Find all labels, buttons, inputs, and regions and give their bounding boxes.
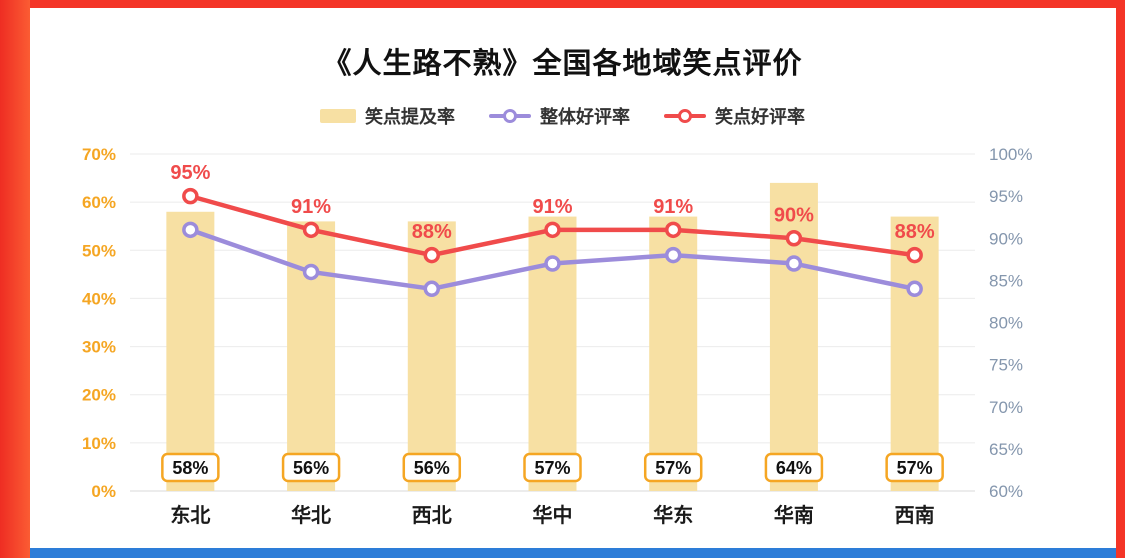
line-marker xyxy=(182,221,199,239)
red-line-swatch xyxy=(664,109,706,123)
left-accent-bar xyxy=(0,0,30,558)
bar-value-labels: 58% 56% 56% 57% 57% 64% 57% xyxy=(161,452,944,483)
left-axis-labels: 0% 10% 20% 30% 40% 50% 60% 70% xyxy=(82,145,116,501)
line-marker-dot xyxy=(503,109,517,123)
line-marker xyxy=(423,246,441,264)
x-axis-labels: 东北 华北 西北 华中 华东 华南 西南 xyxy=(170,503,934,527)
svg-text:95%: 95% xyxy=(989,187,1023,206)
svg-text:56%: 56% xyxy=(293,458,329,478)
x-axis-label: 东北 xyxy=(170,503,210,527)
bar xyxy=(166,211,215,491)
legend-label: 笑点好评率 xyxy=(715,107,805,127)
svg-text:57%: 57% xyxy=(534,458,570,478)
line-marker xyxy=(906,280,923,298)
point-value-label: 91% xyxy=(291,196,331,218)
x-axis-label: 华中 xyxy=(533,503,573,527)
svg-text:70%: 70% xyxy=(989,398,1023,417)
svg-text:75%: 75% xyxy=(989,356,1023,375)
line-marker xyxy=(302,221,320,239)
point-value-label: 88% xyxy=(412,221,452,243)
top-accent-bar xyxy=(0,0,1125,8)
line-marker xyxy=(544,221,561,239)
legend-item-joke-rating: 笑点好评率 xyxy=(664,103,805,129)
legend-item-overall-rating: 整体好评率 xyxy=(489,103,630,129)
chart-title: 《人生路不熟》全国各地域笑点评价 xyxy=(322,48,803,80)
svg-text:56%: 56% xyxy=(414,458,450,478)
line-series-1: 95% 91% 88% 91% 91% 90% 88% xyxy=(170,162,935,264)
legend-label: 整体好评率 xyxy=(540,107,630,127)
point-value-label: 88% xyxy=(895,221,935,243)
legend-label: 笑点提及率 xyxy=(365,107,455,127)
svg-text:64%: 64% xyxy=(776,458,812,478)
bar xyxy=(287,221,336,491)
bar-series-swatch xyxy=(320,109,356,123)
line-series-0 xyxy=(182,221,923,298)
bottom-accent-bar xyxy=(30,548,1116,558)
svg-text:57%: 57% xyxy=(897,458,933,478)
line-marker xyxy=(182,187,199,205)
point-value-label: 95% xyxy=(170,162,210,184)
line-marker xyxy=(423,280,441,298)
purple-line-swatch xyxy=(489,109,531,123)
svg-text:70%: 70% xyxy=(82,145,116,164)
svg-text:60%: 60% xyxy=(989,482,1023,501)
point-value-label: 91% xyxy=(532,196,572,218)
svg-text:10%: 10% xyxy=(82,434,116,453)
svg-text:85%: 85% xyxy=(989,271,1023,290)
legend-item-bar-series: 笑点提及率 xyxy=(320,103,455,129)
svg-text:20%: 20% xyxy=(82,386,116,405)
line-marker xyxy=(785,230,803,247)
line-marker xyxy=(302,263,320,281)
line-marker xyxy=(664,246,682,264)
svg-text:40%: 40% xyxy=(82,289,116,308)
line-marker xyxy=(544,255,561,272)
x-axis-label: 西北 xyxy=(412,504,452,527)
x-axis-label: 华北 xyxy=(291,503,331,527)
x-axis-label: 华东 xyxy=(653,503,693,527)
svg-text:0%: 0% xyxy=(91,482,116,501)
svg-text:58%: 58% xyxy=(172,458,208,478)
line-marker-dot xyxy=(678,109,692,123)
bar xyxy=(407,221,456,491)
right-axis-labels: 60% 65% 70% 75% 80% 85% 90% 95% 100% xyxy=(989,145,1032,501)
bar xyxy=(769,182,818,491)
line-marker xyxy=(785,255,803,272)
svg-text:30%: 30% xyxy=(82,338,116,357)
line-marker xyxy=(906,246,923,264)
point-value-label: 90% xyxy=(774,204,814,226)
svg-text:90%: 90% xyxy=(989,229,1023,248)
right-accent-bar xyxy=(1116,0,1125,558)
chart-legend: 笑点提及率 整体好评率 笑点好评率 xyxy=(0,103,1125,129)
svg-text:57%: 57% xyxy=(655,458,691,478)
svg-text:60%: 60% xyxy=(82,193,116,212)
x-axis-label: 华南 xyxy=(774,503,814,527)
svg-text:65%: 65% xyxy=(989,440,1023,459)
svg-text:50%: 50% xyxy=(82,241,116,260)
point-value-label: 91% xyxy=(653,196,693,218)
svg-text:80%: 80% xyxy=(989,314,1023,333)
x-axis-label: 西南 xyxy=(895,504,935,527)
svg-text:100%: 100% xyxy=(989,145,1032,164)
bar-series xyxy=(166,182,939,492)
line-marker xyxy=(664,221,682,239)
